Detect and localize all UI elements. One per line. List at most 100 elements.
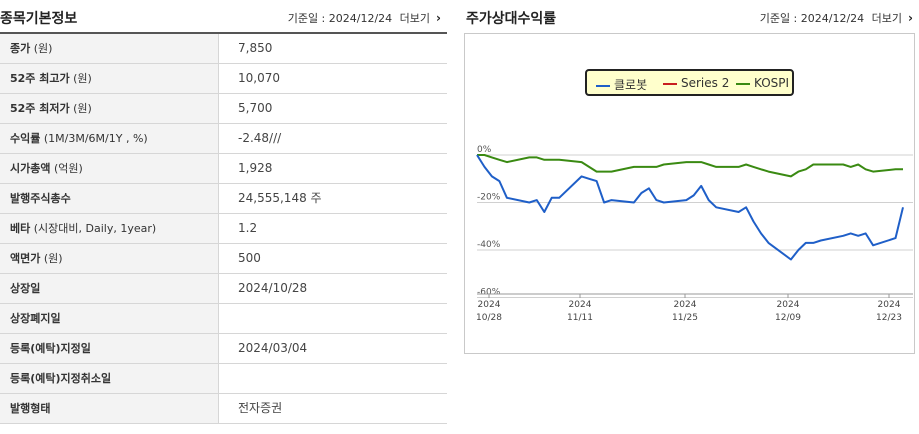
info-row-value: 전자증권 [238, 401, 283, 415]
basic-info-date-text: 기준일 : 2024/12/24 [287, 12, 393, 25]
info-row-key: 시가총액 [10, 162, 51, 175]
chevron-right-icon[interactable]: › [908, 11, 913, 25]
info-row-unit: (원) [40, 252, 63, 265]
info-row: 종가 (원) 7,850 [0, 34, 447, 64]
relative-return-header: 주가상대수익률 기준일 : 2024/12/24 더보기 › [463, 0, 919, 33]
x-tick-label-date: 12/23 [876, 313, 902, 323]
series-line [476, 154, 904, 261]
info-row: 상장일 2024/10/28 [0, 274, 447, 304]
legend-label: Series 2 [681, 76, 730, 90]
info-row-label: 등록(예탁)지정취소일 [0, 364, 219, 393]
info-row-value: 7,850 [238, 41, 273, 55]
info-row-value: 500 [238, 251, 261, 265]
legend-item[interactable]: KOSPI [736, 76, 789, 90]
info-row-key: 등록(예탁)지정취소일 [10, 372, 112, 385]
info-row: 등록(예탁)지정취소일 [0, 364, 447, 394]
chart-legend: 클로봇 Series 2 KOSPI [585, 69, 794, 96]
info-row: 시가총액 (억원) 1,928 [0, 154, 447, 184]
x-tick-label-date: 11/11 [567, 313, 593, 323]
info-row-value: 10,070 [238, 71, 280, 85]
info-row: 베타 (시장대비, Daily, 1year) 1.2 [0, 214, 447, 244]
legend-swatch [736, 82, 750, 85]
info-row-key: 52주 최저가 [10, 102, 70, 115]
info-row: 52주 최저가 (원) 5,700 [0, 94, 447, 124]
info-row-unit: (1M/3M/6M/1Y , %) [40, 132, 148, 145]
y-tick-label: -20% [477, 193, 501, 203]
info-row-label: 상장일 [0, 274, 219, 303]
x-tick-label-date: 12/09 [775, 313, 801, 323]
info-row-unit: (원) [69, 72, 92, 85]
basic-info-more-link[interactable]: 더보기 › [399, 11, 441, 25]
info-row-key: 종가 [10, 42, 31, 55]
legend-label: KOSPI [754, 76, 790, 90]
x-tick-label-year: 2024 [674, 300, 697, 310]
x-tick-label-date: 11/25 [672, 313, 698, 323]
info-row-value: 5,700 [238, 101, 273, 115]
info-row-key: 발행주식총수 [10, 192, 71, 205]
y-tick-label: -40% [477, 240, 501, 250]
legend-item[interactable]: Series 2 [663, 76, 729, 90]
basic-info-more-label[interactable]: 더보기 [399, 12, 431, 25]
info-row: 발행형태 전자증권 [0, 394, 447, 424]
info-row-key: 수익률 [10, 132, 41, 145]
info-row-key: 베타 [10, 222, 31, 235]
info-row-value: 1,928 [238, 161, 273, 175]
legend-label: 클로봇 [614, 78, 648, 92]
info-row-key: 발행형태 [10, 402, 51, 415]
relative-return-title: 주가상대수익률 [466, 11, 557, 27]
info-row: 액면가 (원) 500 [0, 244, 447, 274]
x-tick-label-year: 2024 [777, 300, 800, 310]
basic-info-panel: 종목기본정보 기준일 : 2024/12/24 더보기 › 종가 (원) 7,850… [0, 0, 447, 434]
info-row-value: 2024/03/04 [238, 341, 308, 355]
info-row-value: 1.2 [238, 221, 258, 235]
info-row-label: 52주 최고가 (원) [0, 64, 219, 93]
x-tick-label-year: 2024 [878, 300, 901, 310]
relative-return-chart: 0% -20% -40% -60% 2024 10/28 2024 11/11 2024 11/2… [464, 33, 915, 354]
legend-swatch [663, 82, 677, 85]
legend-item[interactable]: 클로봇 [596, 76, 647, 93]
y-tick-label: 0% [477, 145, 492, 155]
info-row-label: 52주 최저가 (원) [0, 94, 219, 123]
x-tick-label-date: 10/28 [476, 313, 502, 323]
info-row-key: 상장폐지일 [10, 312, 61, 325]
info-row-label: 상장폐지일 [0, 304, 219, 333]
info-row-unit: (시장대비, Daily, 1year) [30, 222, 157, 235]
info-row-label: 베타 (시장대비, Daily, 1year) [0, 214, 219, 243]
x-tick-label-year: 2024 [478, 300, 501, 310]
basic-info-date: 기준일 : 2024/12/24 더보기 › [288, 10, 441, 26]
info-row-unit: (원) [69, 102, 92, 115]
basic-info-table: 종가 (원) 7,850 52주 최고가 (원) 10,070 52주 최저가 (원) 5… [0, 32, 447, 424]
info-row-unit: (억원) [50, 162, 83, 175]
relative-return-date: 기준일 : 2024/12/24 더보기 › [760, 10, 913, 26]
info-row: 수익률 (1M/3M/6M/1Y , %) -2.48/// [0, 124, 447, 154]
info-row-key: 액면가 [10, 252, 41, 265]
chart-svg: 0% -20% -40% -60% 2024 10/28 2024 11/11 2024 11/2… [476, 145, 913, 323]
info-row-key: 상장일 [10, 282, 41, 295]
info-row-label: 등록(예탁)지정일 [0, 334, 219, 363]
info-row: 발행주식총수 24,555,148 주 [0, 184, 447, 214]
info-row-unit: (원) [30, 42, 53, 55]
y-tick-label: -60% [477, 288, 501, 298]
basic-info-title: 종목기본정보 [0, 11, 78, 27]
info-row-label: 발행형태 [0, 394, 219, 423]
info-row-value: -2.48/// [238, 131, 282, 145]
info-row: 상장폐지일 [0, 304, 447, 334]
legend-swatch [596, 84, 610, 87]
info-row-value: 24,555,148 주 [238, 191, 322, 205]
basic-info-header: 종목기본정보 기준일 : 2024/12/24 더보기 › [0, 0, 447, 33]
info-row: 등록(예탁)지정일 2024/03/04 [0, 334, 447, 364]
series-line [477, 154, 903, 178]
relative-return-more-label[interactable]: 더보기 [871, 12, 903, 25]
info-row-label: 수익률 (1M/3M/6M/1Y , %) [0, 124, 219, 153]
info-row-label: 시가총액 (억원) [0, 154, 219, 183]
chevron-right-icon[interactable]: › [436, 11, 441, 25]
info-row-label: 발행주식총수 [0, 184, 219, 213]
relative-return-more-link[interactable]: 더보기 › [871, 11, 913, 25]
info-row-key: 등록(예탁)지정일 [10, 342, 91, 355]
info-row-label: 액면가 (원) [0, 244, 219, 273]
info-row-label: 종가 (원) [0, 34, 219, 63]
info-row-key: 52주 최고가 [10, 72, 70, 85]
relative-return-panel: 주가상대수익률 기준일 : 2024/12/24 더보기 › 0% -20% -40%… [463, 0, 919, 434]
relative-return-date-text: 기준일 : 2024/12/24 [759, 12, 865, 25]
x-tick-label-year: 2024 [569, 300, 592, 310]
